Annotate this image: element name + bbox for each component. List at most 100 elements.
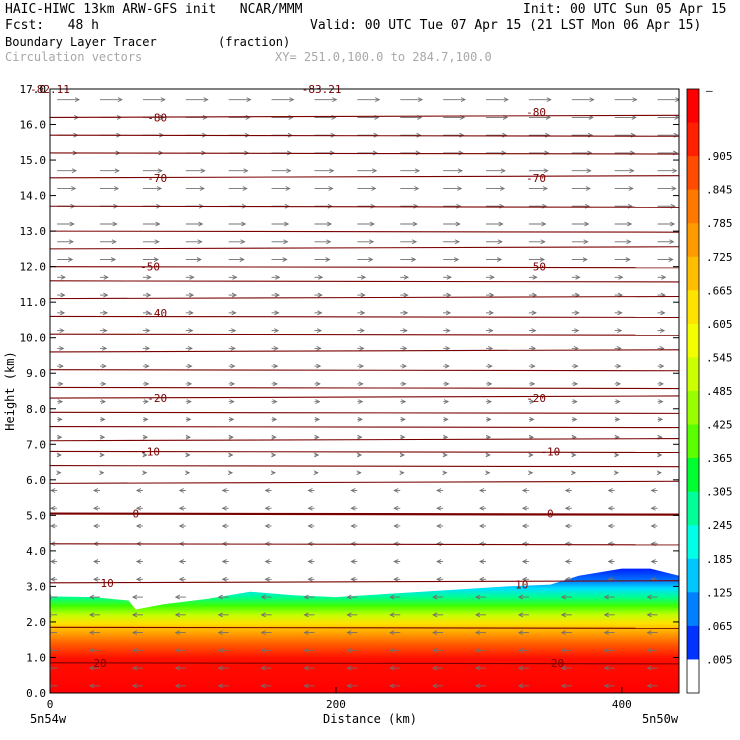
vector-arrowhead: [264, 488, 270, 493]
vector-arrowhead: [432, 665, 438, 671]
cross-section-endpoints: XY= 251.0,100.0 to 284.7,100.0: [275, 50, 492, 64]
vector-arrowhead: [74, 97, 81, 103]
vector-arrowhead: [154, 239, 160, 245]
colorbar-label: .005: [706, 653, 733, 666]
vector-arrowhead: [283, 221, 290, 227]
vector-arrowhead: [360, 274, 367, 280]
vector-arrowhead: [675, 97, 679, 103]
vector-arrowhead: [178, 505, 185, 511]
vector-arrowhead: [626, 239, 632, 245]
isotherm-line: [50, 480, 679, 484]
isotherm-label: -10: [140, 445, 160, 458]
vector-arrowhead: [102, 310, 109, 316]
colorbar-label: .125: [706, 586, 733, 599]
vector-arrowhead: [307, 523, 313, 529]
vector-arrowhead: [627, 221, 633, 227]
vector-arrowhead: [540, 239, 546, 245]
vector-arrowhead: [217, 612, 223, 618]
colorbar-swatch: [687, 290, 699, 325]
vector-arrowhead: [370, 203, 376, 209]
vector-arrowhead: [271, 417, 278, 422]
temperature-contours: [50, 114, 679, 665]
isotherm-line: [50, 411, 679, 414]
vector-arrowhead: [174, 612, 181, 618]
vector-arrowhead: [307, 505, 313, 511]
vector-arrowhead: [260, 647, 266, 653]
vector-arrowhead: [459, 132, 465, 138]
vector-title: Circulation vectors: [5, 50, 143, 64]
vector-arrowhead: [399, 470, 405, 476]
colorbar-swatch: [687, 424, 699, 459]
vector-arrowhead: [521, 505, 528, 511]
vector-arrowhead: [358, 399, 364, 405]
vector-arrowhead: [101, 345, 108, 351]
vector-arrowhead: [174, 630, 181, 636]
vector-arrowhead: [432, 594, 438, 600]
vector-arrowhead: [616, 363, 622, 369]
vector-arrowhead: [221, 505, 227, 511]
isotherm-label: -50: [140, 261, 160, 274]
vector-arrowhead: [617, 310, 623, 316]
vector-arrowhead: [517, 665, 524, 671]
vector-arrowhead: [89, 647, 95, 653]
vector-arrowhead: [585, 186, 591, 191]
vector-arrowhead: [71, 168, 78, 174]
vector-arrowhead: [657, 452, 663, 458]
vector-arrowhead: [571, 452, 577, 458]
vector-arrowhead: [646, 665, 652, 671]
isotherm-line: [50, 425, 679, 429]
vector-arrowhead: [199, 186, 205, 191]
vector-arrowhead: [260, 665, 266, 671]
y-tick-label: 4.0: [26, 545, 46, 558]
vector-arrowhead: [487, 345, 494, 351]
colorbar-swatch: [687, 491, 699, 526]
vector-arrowhead: [356, 470, 362, 476]
isotherm-label: -10: [540, 445, 560, 458]
vector-arrowhead: [607, 505, 613, 511]
vector-arrowhead: [546, 97, 552, 103]
vector-arrowhead: [242, 186, 248, 191]
vector-arrowhead: [411, 239, 418, 245]
vector-arrowhead: [221, 488, 227, 493]
vector-arrowhead: [486, 399, 492, 405]
vector-arrowhead: [589, 97, 595, 103]
tracer-fill: [50, 568, 679, 693]
vector-arrowhead: [521, 488, 528, 493]
vector-arrowhead: [416, 132, 422, 138]
vector-arrowhead: [479, 559, 485, 564]
y-axis-label: Height (km): [3, 351, 17, 430]
vector-arrowhead: [583, 239, 589, 245]
vector-arrowhead: [485, 434, 492, 440]
vector-arrowhead: [307, 559, 313, 564]
vector-arrowhead: [373, 132, 379, 138]
vector-arrowhead: [521, 523, 528, 529]
vector-arrowhead: [560, 612, 566, 618]
vector-arrowhead: [357, 434, 363, 440]
vector-arrowhead: [444, 381, 450, 387]
vector-arrowhead: [393, 523, 399, 529]
vector-arrowhead: [659, 328, 666, 334]
vector-arrowhead: [658, 399, 664, 405]
vector-arrowhead: [475, 612, 481, 618]
vector-arrowhead: [229, 399, 235, 405]
colorbar-swatch: [687, 592, 699, 627]
vector-arrowhead: [174, 647, 181, 653]
vector-arrowhead: [543, 168, 549, 174]
isotherm-label: 20: [551, 657, 564, 670]
vector-arrowhead: [316, 345, 322, 351]
vector-arrowhead: [93, 505, 99, 511]
vector-arrowhead: [489, 292, 495, 298]
isotherm-line: [50, 395, 679, 399]
isotherm-label: 0: [132, 508, 139, 521]
vector-arrowhead: [112, 221, 118, 227]
vector-arrowhead: [393, 488, 399, 493]
vector-arrowhead: [668, 257, 674, 262]
isotherm-line: [50, 626, 679, 629]
vector-arrowhead: [607, 523, 613, 529]
vector-arrowhead: [455, 221, 461, 227]
vector-arrowhead: [617, 328, 623, 334]
vector-arrowhead: [174, 665, 181, 671]
vector-arrowhead: [443, 434, 449, 440]
vector-arrowhead: [541, 221, 547, 227]
vector-arrowhead: [358, 381, 364, 387]
